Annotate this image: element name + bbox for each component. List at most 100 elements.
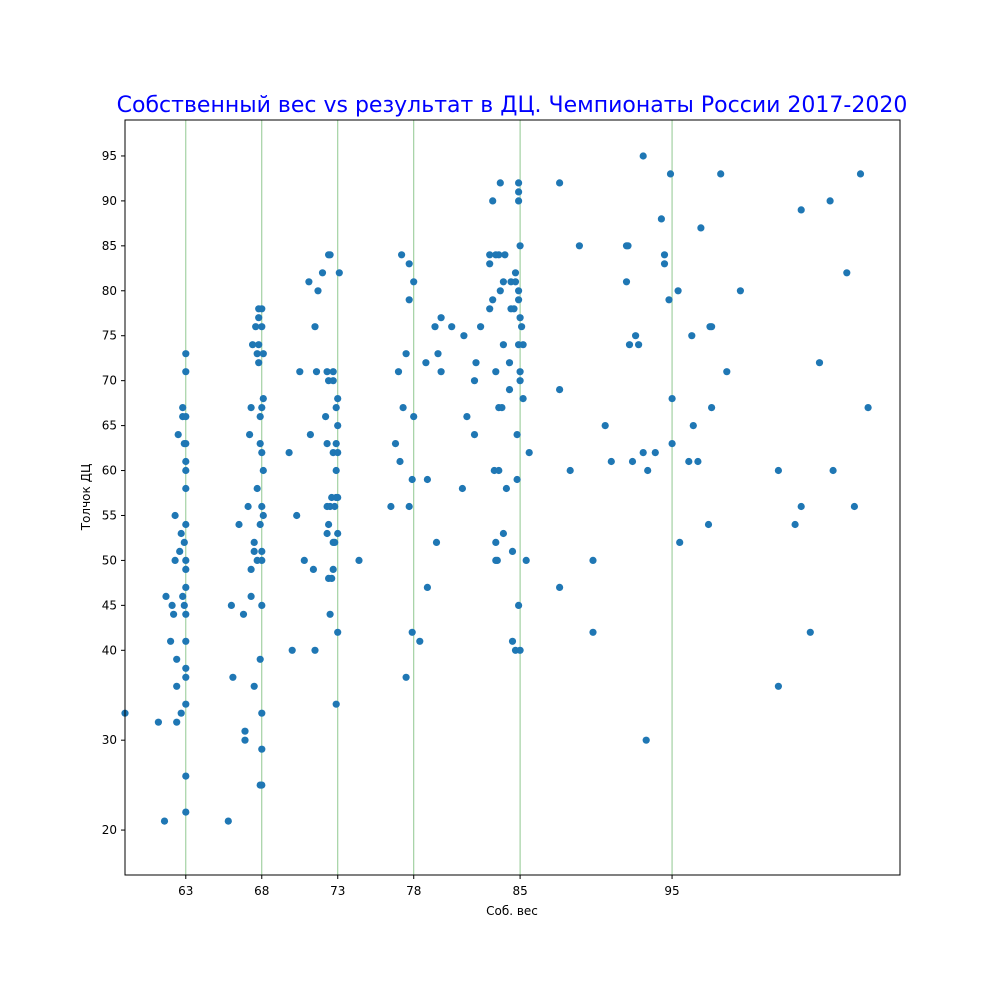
data-point [668, 440, 676, 448]
x-axis-label: Соб. вес [486, 904, 538, 918]
data-point [182, 520, 190, 529]
data-point [519, 341, 527, 349]
y-tick-label: 80 [102, 284, 117, 298]
data-point [318, 269, 327, 277]
data-point [224, 817, 232, 825]
data-point [628, 457, 637, 466]
data-point [499, 529, 507, 538]
data-point [660, 260, 669, 268]
data-point [495, 251, 503, 259]
data-point [227, 601, 235, 610]
data-point [241, 727, 249, 735]
data-point [177, 709, 185, 717]
data-point [470, 377, 479, 385]
data-point [566, 466, 574, 475]
data-point [515, 197, 523, 205]
data-point [522, 556, 530, 565]
data-point [312, 368, 321, 376]
data-point [258, 305, 266, 313]
data-point [515, 296, 523, 304]
data-point [410, 413, 418, 421]
data-point [171, 511, 179, 520]
data-point [496, 287, 504, 295]
data-point [660, 251, 669, 259]
data-point [323, 440, 331, 448]
data-point [182, 673, 190, 681]
data-point [182, 413, 190, 421]
data-point [311, 646, 319, 654]
data-point [256, 655, 264, 663]
data-point [405, 502, 413, 511]
data-point [334, 628, 342, 636]
data-point [182, 808, 190, 816]
y-tick-label: 55 [102, 508, 117, 522]
data-point [288, 646, 296, 654]
data-point [434, 350, 442, 358]
data-point [501, 251, 509, 259]
data-point [179, 404, 187, 412]
data-point [253, 484, 261, 493]
data-point [396, 457, 404, 466]
data-point [797, 206, 805, 214]
chart-title: Собственный вес vs результат в ДЦ. Чемпи… [117, 93, 908, 118]
data-point [470, 431, 479, 439]
data-point [255, 341, 263, 349]
x-tick-label: 73 [330, 884, 345, 898]
data-point [244, 502, 252, 511]
data-point [422, 359, 430, 367]
data-point [306, 431, 314, 439]
data-point [502, 484, 510, 493]
data-point [305, 278, 313, 286]
data-point [791, 520, 799, 529]
data-point [296, 368, 304, 376]
data-point [499, 278, 507, 286]
data-point [293, 511, 301, 520]
y-tick-label: 45 [102, 598, 117, 612]
data-point [511, 278, 520, 286]
y-tick-label: 40 [102, 643, 117, 657]
data-point [256, 520, 264, 529]
data-point [644, 466, 652, 475]
data-point [314, 287, 322, 295]
y-axis-label: Толчок ДЦ [79, 464, 93, 532]
data-point [332, 440, 340, 448]
data-point [515, 601, 523, 610]
data-point [515, 179, 523, 187]
data-point [632, 332, 640, 340]
data-point [513, 431, 521, 439]
data-point [250, 547, 258, 556]
data-point [515, 188, 523, 196]
data-point [177, 529, 185, 538]
data-point [160, 817, 169, 825]
data-point [666, 170, 675, 178]
data-point [258, 556, 266, 565]
data-point [326, 251, 334, 259]
data-point [496, 179, 504, 187]
data-point [182, 664, 190, 672]
data-point [174, 431, 182, 439]
data-point [241, 736, 249, 744]
data-point [505, 359, 514, 367]
y-tick-label: 20 [102, 823, 117, 837]
y-tick-label: 90 [102, 194, 117, 208]
data-point [235, 520, 243, 529]
data-point [326, 610, 334, 618]
data-point [182, 583, 190, 592]
plot-frame [124, 119, 901, 876]
data-point [499, 341, 507, 349]
data-point [182, 457, 190, 466]
data-point [489, 296, 497, 304]
data-point [437, 314, 445, 322]
data-point [489, 197, 497, 205]
data-point [639, 449, 647, 457]
data-point [651, 449, 659, 457]
data-point [329, 565, 337, 574]
data-point [334, 422, 342, 430]
data-point [515, 287, 523, 295]
data-point [437, 368, 445, 376]
data-point [355, 556, 363, 565]
x-tick-label: 78 [406, 884, 421, 898]
data-point [635, 341, 643, 349]
data-point [472, 359, 480, 367]
data-point [182, 637, 190, 645]
